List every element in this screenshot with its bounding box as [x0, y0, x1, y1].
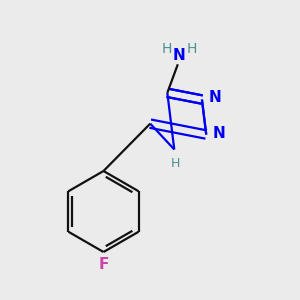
Text: N: N — [213, 126, 226, 141]
Text: H: H — [161, 42, 172, 56]
Text: H: H — [171, 157, 181, 170]
Text: N: N — [172, 48, 185, 63]
Text: F: F — [98, 257, 109, 272]
Text: H: H — [186, 42, 197, 56]
Text: N: N — [208, 90, 221, 105]
